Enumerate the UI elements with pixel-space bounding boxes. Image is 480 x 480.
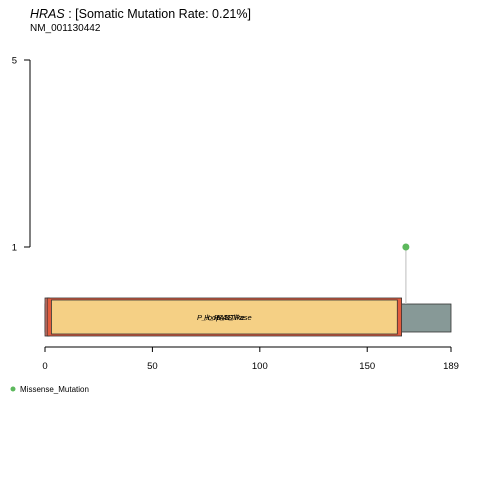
mutation-lollipops bbox=[402, 243, 410, 304]
legend-marker-0 bbox=[10, 386, 16, 392]
x-tick-label-50: 50 bbox=[147, 361, 158, 372]
domain-label-ras: RAS bbox=[217, 313, 232, 322]
x-tick-label-150: 150 bbox=[359, 361, 375, 372]
x-tick-label-0: 0 bbox=[42, 361, 47, 372]
x-tick-label-189: 189 bbox=[443, 361, 459, 372]
mutation-rate-text: : [Somatic Mutation Rate: 0.21%] bbox=[65, 7, 251, 21]
domain-p-loop-ntpase bbox=[51, 299, 398, 335]
y-axis: 15 bbox=[12, 56, 31, 254]
x-axis: 0 50 100 150 189 bbox=[42, 346, 459, 372]
y-tick-label-5: 5 bbox=[12, 56, 17, 67]
gene-name: HRAS bbox=[30, 7, 65, 21]
x-tick-label-100: 100 bbox=[252, 361, 268, 372]
legend: Missense_Mutation bbox=[10, 385, 89, 394]
transcript-id: NM_001130442 bbox=[30, 23, 101, 34]
y-tick-label-1: 1 bbox=[12, 243, 17, 254]
domain-label-h-ras-like: H_RAS_like bbox=[204, 313, 244, 322]
chart-title: HRAS : [Somatic Mutation Rate: 0.21%] bbox=[30, 7, 251, 21]
domain-label-p-loop-ntpase: P_loop_NTPase bbox=[197, 313, 252, 322]
lollipop-head-0 bbox=[402, 243, 410, 251]
legend-label-0: Missense_Mutation bbox=[20, 385, 89, 394]
